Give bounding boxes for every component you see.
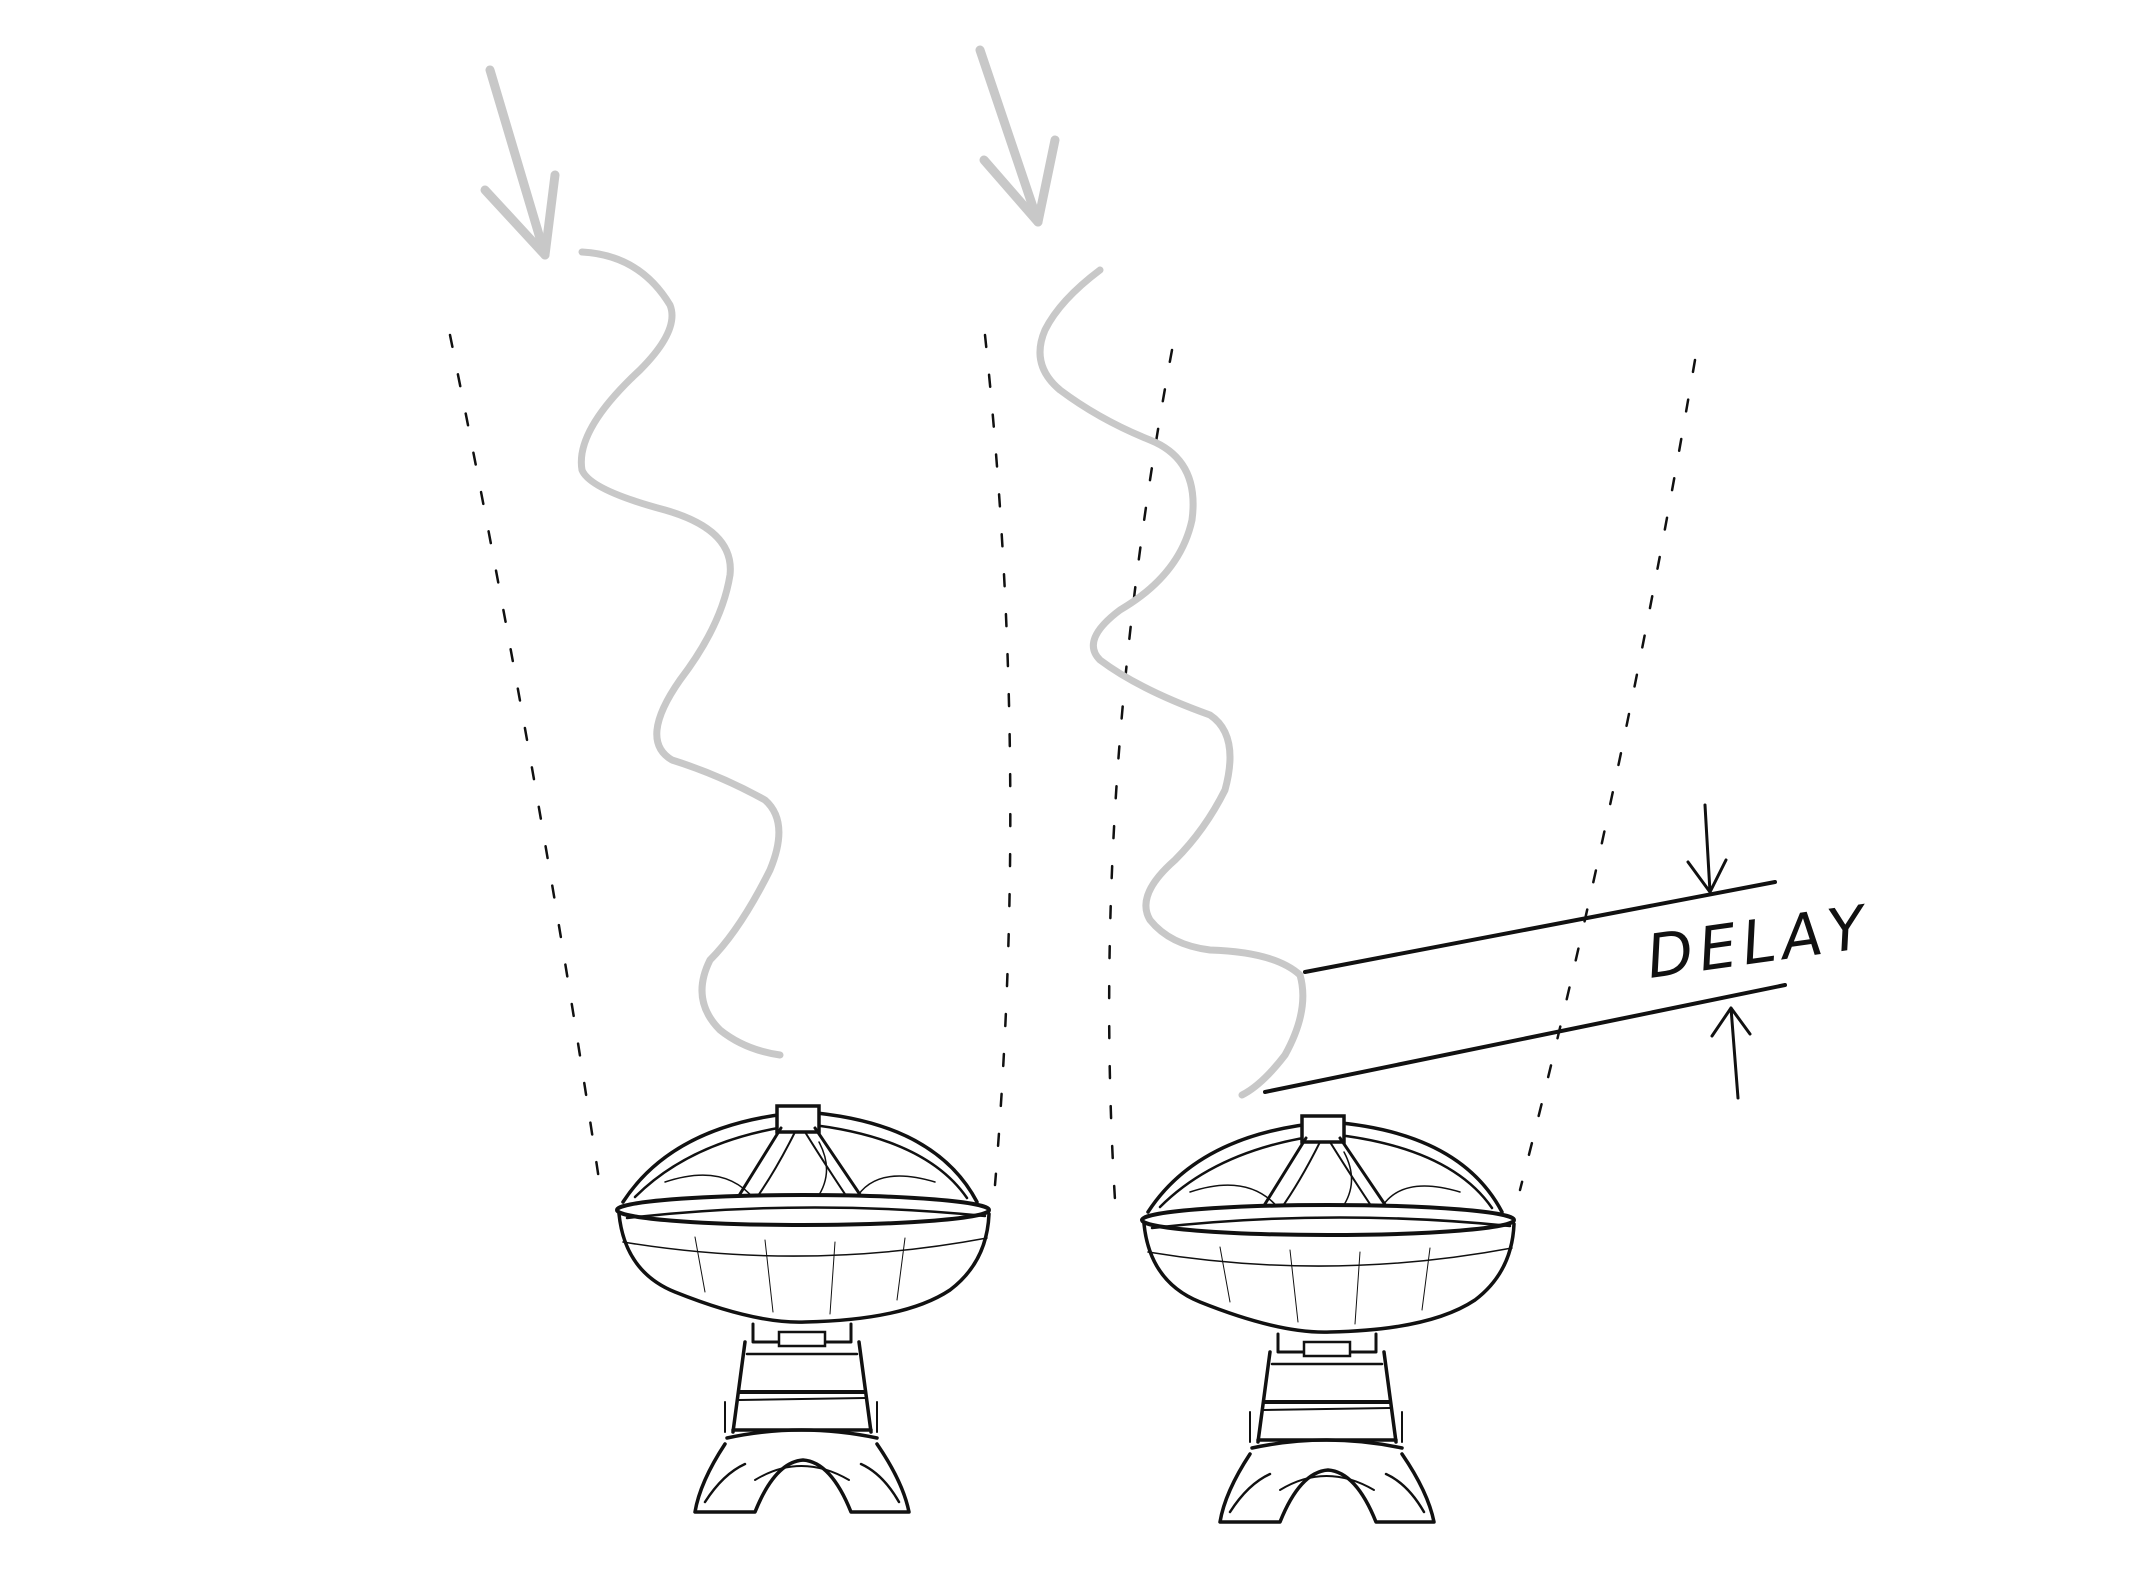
radio-wave-1 xyxy=(577,248,784,1059)
delay-indicator xyxy=(1263,803,1787,1100)
antenna-2-beam xyxy=(1107,348,1697,1202)
antenna-1-beam xyxy=(448,333,1012,1202)
delay-label: DELAY xyxy=(1642,892,1875,993)
incoming-signal-arrow-1 xyxy=(480,65,560,260)
radio-dish-antenna-2 xyxy=(1140,1114,1516,1524)
incoming-signal-arrow-2 xyxy=(975,45,1060,227)
beam-1-right-edge xyxy=(983,333,1012,1187)
beam-2-right-edge xyxy=(1518,358,1697,1192)
delay-arrow-up-icon xyxy=(1710,1006,1752,1100)
beam-1-left-edge xyxy=(448,333,604,1202)
radio-dish-antenna-1 xyxy=(615,1104,991,1514)
wavefront-line-lower xyxy=(1263,983,1787,1094)
beam-2-left-edge xyxy=(1107,348,1174,1202)
wavefront-line-upper xyxy=(1303,880,1777,974)
delay-arrow-down-icon xyxy=(1686,803,1728,894)
radio-wave-2 xyxy=(1036,266,1307,1099)
